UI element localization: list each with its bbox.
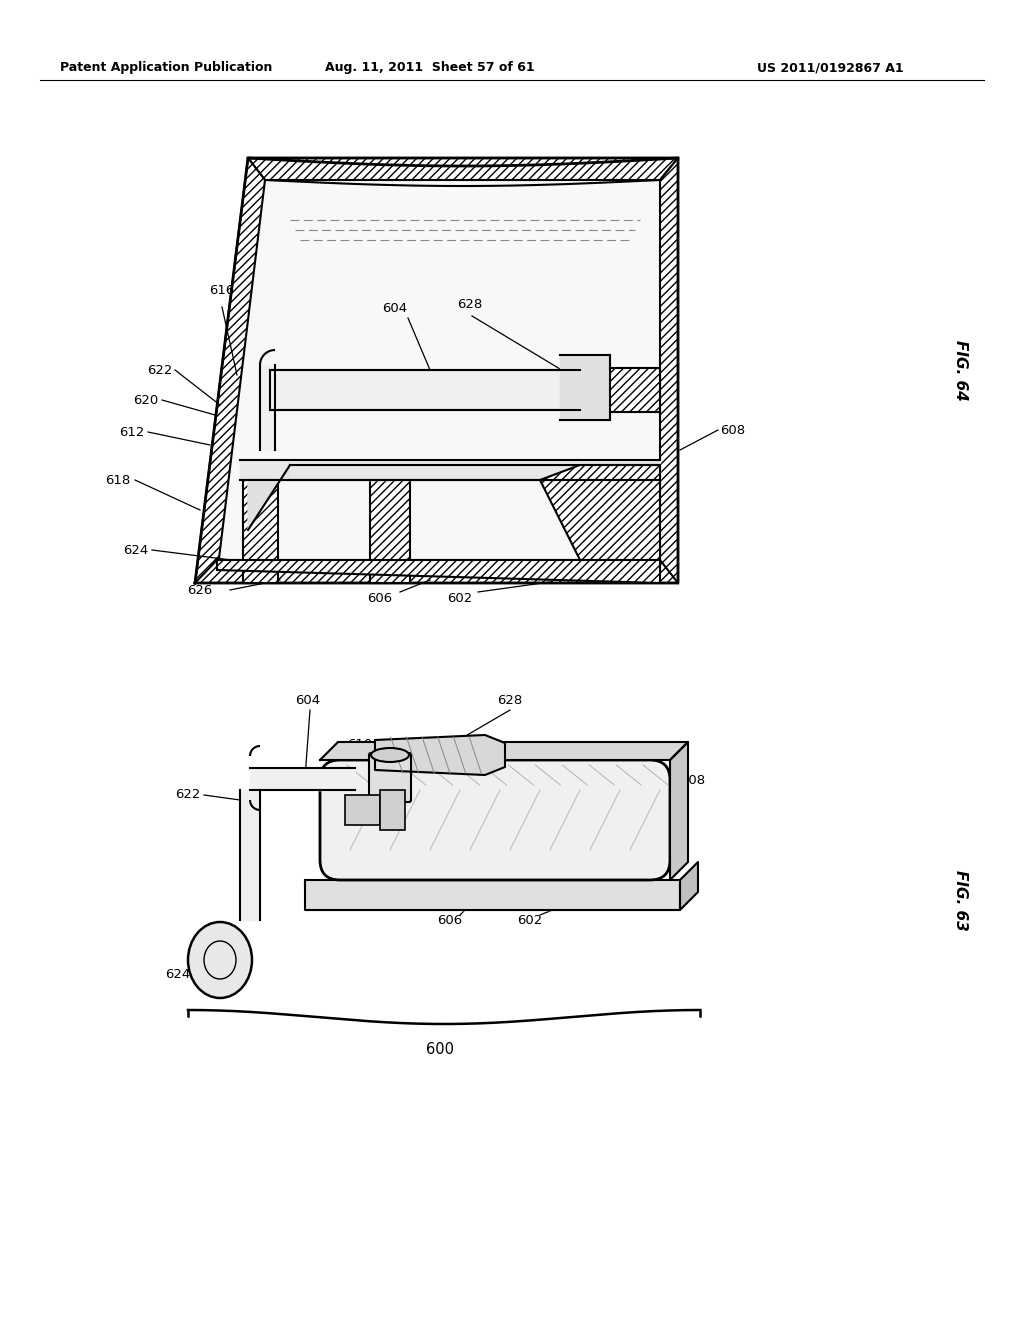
Polygon shape xyxy=(250,768,355,789)
Polygon shape xyxy=(345,795,380,825)
Text: 618: 618 xyxy=(104,474,130,487)
Text: 608: 608 xyxy=(680,774,706,787)
Polygon shape xyxy=(305,880,680,909)
Text: 608: 608 xyxy=(720,424,745,437)
Polygon shape xyxy=(248,158,678,180)
Polygon shape xyxy=(240,789,260,920)
Polygon shape xyxy=(670,742,688,880)
Polygon shape xyxy=(680,862,698,909)
Text: Aug. 11, 2011  Sheet 57 of 61: Aug. 11, 2011 Sheet 57 of 61 xyxy=(326,62,535,74)
Polygon shape xyxy=(375,735,505,775)
Polygon shape xyxy=(290,465,660,480)
Text: FIG. 63: FIG. 63 xyxy=(952,870,968,931)
Polygon shape xyxy=(540,465,660,560)
Text: 602: 602 xyxy=(517,913,543,927)
Text: FIG. 64: FIG. 64 xyxy=(952,339,968,400)
Polygon shape xyxy=(195,560,678,583)
Text: 628: 628 xyxy=(498,693,522,706)
Polygon shape xyxy=(217,560,660,583)
Text: 602: 602 xyxy=(447,591,473,605)
Polygon shape xyxy=(270,370,580,411)
Text: 624: 624 xyxy=(165,969,190,982)
Text: 622: 622 xyxy=(175,788,200,801)
Text: 624: 624 xyxy=(123,544,148,557)
Text: 620: 620 xyxy=(133,393,158,407)
Text: 604: 604 xyxy=(296,693,321,706)
Ellipse shape xyxy=(188,921,252,998)
Polygon shape xyxy=(217,180,660,576)
Text: 614: 614 xyxy=(328,894,352,907)
Polygon shape xyxy=(260,366,275,450)
Text: 612: 612 xyxy=(119,425,144,438)
FancyBboxPatch shape xyxy=(369,752,411,803)
Text: 606: 606 xyxy=(368,591,392,605)
Polygon shape xyxy=(195,158,265,583)
Ellipse shape xyxy=(371,748,409,762)
Text: 606: 606 xyxy=(437,913,463,927)
Polygon shape xyxy=(560,355,610,420)
Polygon shape xyxy=(319,742,688,760)
Polygon shape xyxy=(240,459,660,480)
FancyBboxPatch shape xyxy=(319,760,670,880)
Text: 628: 628 xyxy=(458,298,482,312)
Text: 626: 626 xyxy=(187,583,213,597)
Text: 622: 622 xyxy=(146,363,172,376)
Polygon shape xyxy=(660,158,678,583)
Text: Patent Application Publication: Patent Application Publication xyxy=(60,62,272,74)
Polygon shape xyxy=(370,480,410,583)
Polygon shape xyxy=(243,480,278,583)
Text: 612: 612 xyxy=(302,879,328,891)
Text: 616: 616 xyxy=(209,284,234,297)
Text: US 2011/0192867 A1: US 2011/0192867 A1 xyxy=(757,62,903,74)
Text: 604: 604 xyxy=(382,301,408,314)
Polygon shape xyxy=(248,465,365,531)
Polygon shape xyxy=(380,789,406,830)
Text: 600: 600 xyxy=(426,1043,454,1057)
Text: 610: 610 xyxy=(347,738,373,751)
Polygon shape xyxy=(610,368,660,412)
